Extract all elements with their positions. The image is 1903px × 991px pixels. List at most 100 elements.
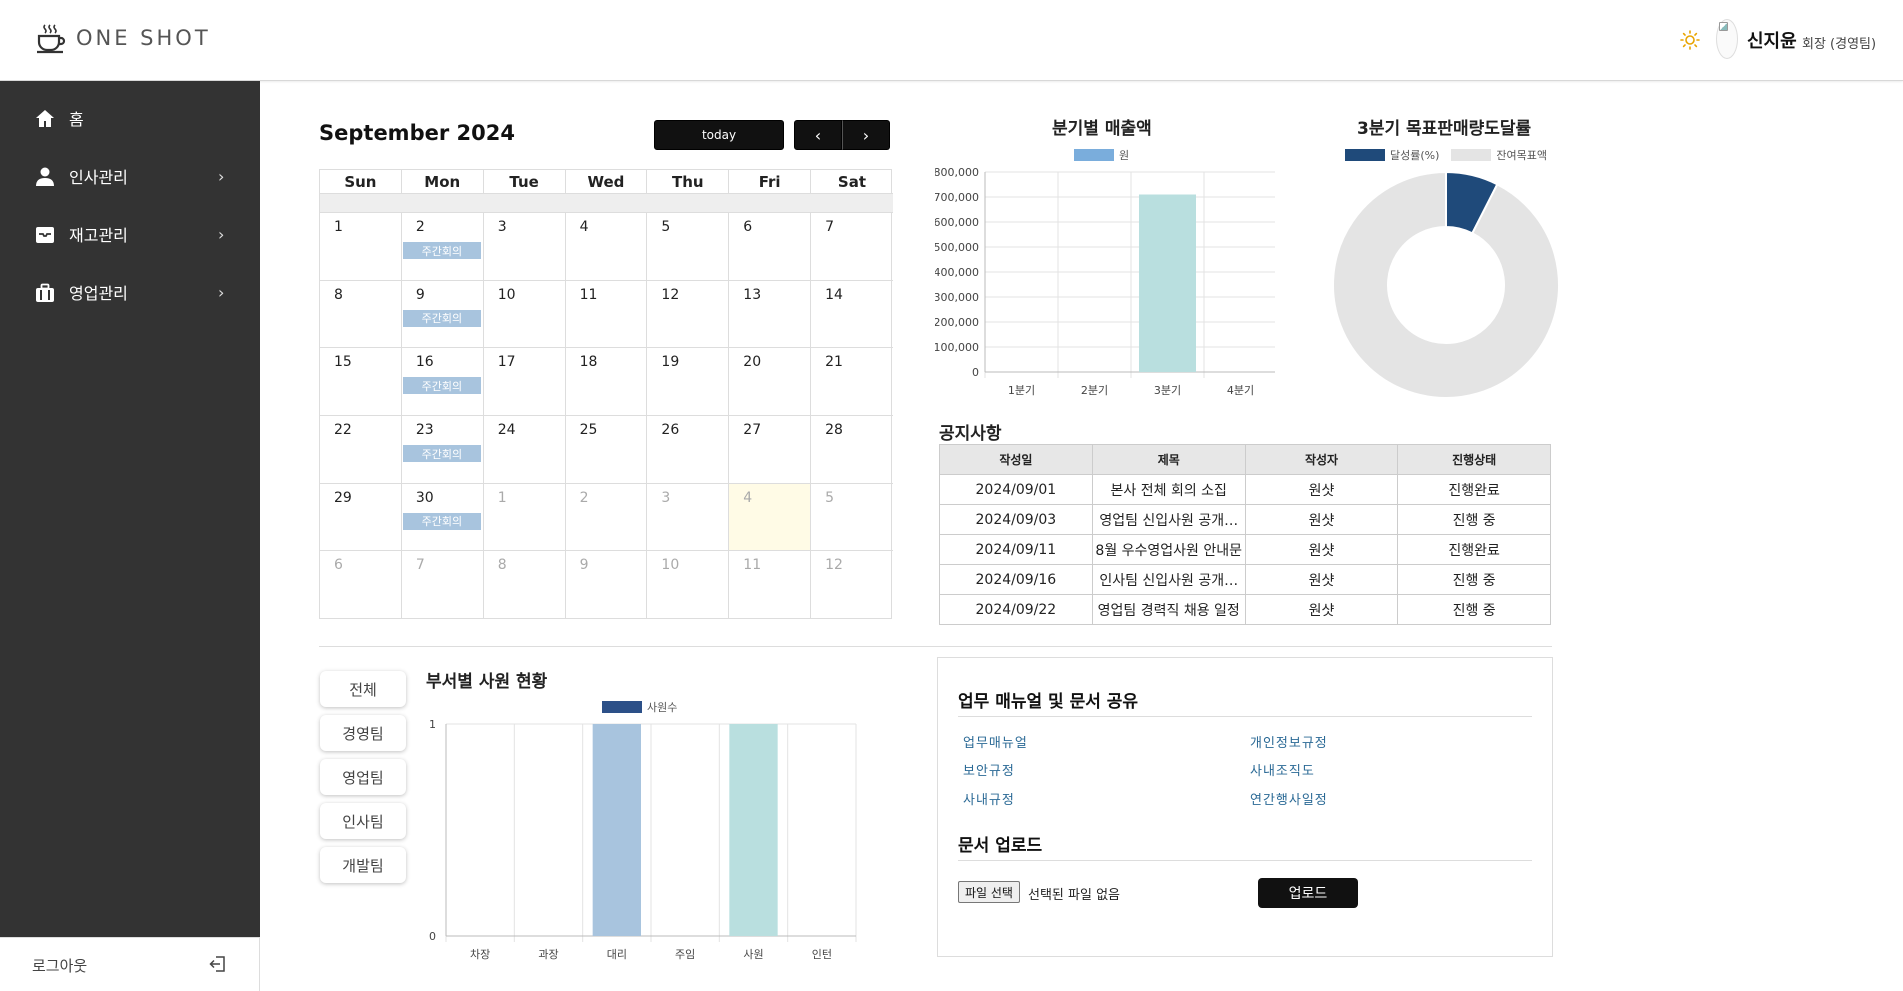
calendar-day[interactable]: 13 — [729, 280, 812, 349]
notice-row[interactable]: 2024/09/01 본사 전체 회의 소집 원샷 진행완료 — [939, 474, 1551, 505]
calendar-day[interactable]: 17 — [483, 348, 566, 416]
calendar-event[interactable]: 주간회의 — [402, 512, 481, 530]
sidebar-item-label: 영업관리 — [69, 284, 128, 303]
doc-link-org-chart[interactable]: 사내조직도 — [1250, 764, 1315, 779]
calendar-day[interactable]: 9 주간회의 — [401, 280, 484, 349]
calendar-day[interactable]: 3 — [483, 213, 566, 281]
calendar-day[interactable]: 25 — [565, 416, 648, 484]
calendar-day[interactable]: 5 — [647, 213, 730, 281]
doc-link-rules[interactable]: 사내규정 — [963, 793, 1015, 808]
notice-cell: 2024/09/11 — [939, 534, 1093, 565]
doc-link-manual[interactable]: 업무매뉴얼 — [963, 736, 1028, 751]
user-role: 회장 (경영팀) — [1802, 37, 1877, 52]
notice-cell: 영업팀 경력직 채용 일정 — [1091, 594, 1246, 625]
calendar-day-number: 26 — [661, 422, 680, 438]
avatar[interactable] — [1716, 19, 1738, 59]
calendar-day[interactable]: 6 — [729, 213, 812, 281]
calendar-day[interactable]: 22 — [320, 416, 402, 484]
dept-filter-all[interactable]: 전체 — [320, 671, 406, 707]
notice-row[interactable]: 2024/09/22 영업팀 경력직 채용 일정 원샷 진행 중 — [939, 594, 1551, 625]
sidebar-item-inventory[interactable]: 재고관리 › — [0, 214, 260, 254]
dept-filter-dev[interactable]: 개발팀 — [320, 847, 406, 883]
calendar-day-number: 20 — [743, 354, 762, 371]
today-button[interactable]: today — [654, 120, 784, 150]
notice-cell: 2024/09/22 — [939, 594, 1093, 625]
notice-cell: 원샷 — [1244, 564, 1399, 595]
logo[interactable]: ONE SHOT — [34, 22, 211, 54]
calendar-day[interactable]: 19 — [647, 348, 730, 416]
doc-link-security[interactable]: 보안규정 — [963, 764, 1015, 779]
calendar-day[interactable]: 23 주간회의 — [401, 416, 484, 484]
calendar-day[interactable]: 12 — [647, 280, 730, 349]
sidebar-item-home[interactable]: 홈 — [0, 98, 260, 138]
calendar-day-number: 5 — [661, 219, 671, 235]
calendar-day[interactable]: 8 — [484, 551, 566, 619]
calendar-day[interactable]: 11 — [565, 280, 648, 349]
calendar-day[interactable]: 4 — [565, 213, 648, 281]
x-tick-label: 과장 — [538, 948, 558, 961]
calendar-day[interactable]: 29 — [320, 483, 402, 552]
calendar-day[interactable]: 7 — [402, 551, 484, 619]
sidebar-item-sales[interactable]: 영업관리 › — [0, 272, 260, 312]
calendar-day[interactable]: 18 — [565, 348, 648, 416]
calendar-day[interactable]: 8 — [320, 280, 402, 349]
calendar-day[interactable]: 27 — [729, 416, 812, 484]
dept-filter-hr[interactable]: 인사팀 — [320, 803, 406, 839]
calendar-day-number: 7 — [825, 219, 835, 235]
sidebar-item-hr[interactable]: 인사관리 › — [0, 156, 260, 196]
calendar-day[interactable]: 12 — [811, 551, 893, 619]
calendar-day-number: 2 — [579, 489, 589, 506]
dept-employee-title: 부서별 사원 현황 — [426, 672, 548, 692]
calendar-day-number: 5 — [825, 489, 835, 506]
calendar-event[interactable]: 주간회의 — [402, 242, 481, 259]
calendar-day-number: 22 — [334, 422, 352, 438]
calendar-day[interactable]: 10 — [483, 280, 566, 349]
file-select-button[interactable]: 파일 선택 — [958, 881, 1020, 903]
quarterly-sales-legend: 원 — [1074, 147, 1129, 163]
calendar-day[interactable]: 2 — [565, 483, 648, 552]
calendar-event[interactable]: 주간회의 — [402, 445, 481, 462]
weekday-header: Tue — [483, 170, 566, 194]
notice-row[interactable]: 2024/09/16 인사팀 신입사원 공개… 원샷 진행 중 — [939, 564, 1551, 595]
calendar-day[interactable]: 1 — [483, 483, 566, 552]
dept-filter-sales[interactable]: 영업팀 — [320, 759, 406, 795]
calendar-day[interactable]: 7 — [811, 213, 893, 281]
calendar-day-number: 16 — [415, 354, 434, 371]
x-tick-label: 1분기 — [1008, 384, 1035, 397]
calendar-day[interactable]: 1 — [320, 213, 402, 281]
calendar-day[interactable]: 20 — [729, 348, 812, 416]
prev-month-button[interactable]: ‹ — [794, 120, 842, 150]
doc-link-events[interactable]: 연간행사일정 — [1250, 793, 1328, 808]
notice-row[interactable]: 2024/09/11 8월 우수영업사원 안내문 원샷 진행완료 — [939, 534, 1551, 565]
calendar-day[interactable]: 3 — [647, 483, 730, 552]
calendar-day[interactable]: 24 — [483, 416, 566, 484]
next-month-button[interactable]: › — [842, 120, 890, 150]
legend-label: 달성률(%) — [1390, 149, 1440, 162]
calendar-day[interactable]: 4 — [729, 483, 812, 552]
calendar-day-number: 6 — [743, 219, 753, 235]
calendar-day[interactable]: 28 — [811, 416, 893, 484]
logout-button[interactable]: 로그아웃 — [0, 937, 260, 991]
calendar-day[interactable]: 14 — [811, 281, 893, 349]
calendar-day[interactable]: 9 — [566, 551, 648, 619]
calendar-day[interactable]: 16 주간회의 — [401, 348, 484, 416]
legend-swatch — [602, 701, 642, 713]
logo-text: ONE SHOT — [76, 26, 211, 50]
calendar-event[interactable]: 주간회의 — [402, 309, 481, 327]
calendar-event[interactable]: 주간회의 — [402, 377, 481, 395]
doc-link-privacy[interactable]: 개인정보규정 — [1250, 736, 1328, 751]
calendar-day[interactable]: 6 — [320, 551, 402, 619]
dept-filter-management[interactable]: 경영팀 — [320, 715, 406, 751]
upload-button[interactable]: 업로드 — [1258, 878, 1358, 908]
calendar-day[interactable]: 30 주간회의 — [401, 483, 484, 552]
calendar-day[interactable]: 5 — [811, 484, 893, 552]
calendar-day[interactable]: 21 — [811, 348, 893, 416]
calendar-day[interactable]: 11 — [729, 551, 812, 619]
calendar-day[interactable]: 10 — [647, 551, 730, 619]
sun-icon[interactable] — [1680, 30, 1700, 50]
notice-row[interactable]: 2024/09/03 영업팀 신입사원 공개… 원샷 진행 중 — [939, 504, 1551, 535]
calendar-day[interactable]: 2 주간회의 — [401, 213, 484, 281]
y-tick-label: 1 — [429, 718, 436, 731]
calendar-day[interactable]: 15 — [320, 348, 402, 416]
calendar-day[interactable]: 26 — [647, 416, 730, 484]
